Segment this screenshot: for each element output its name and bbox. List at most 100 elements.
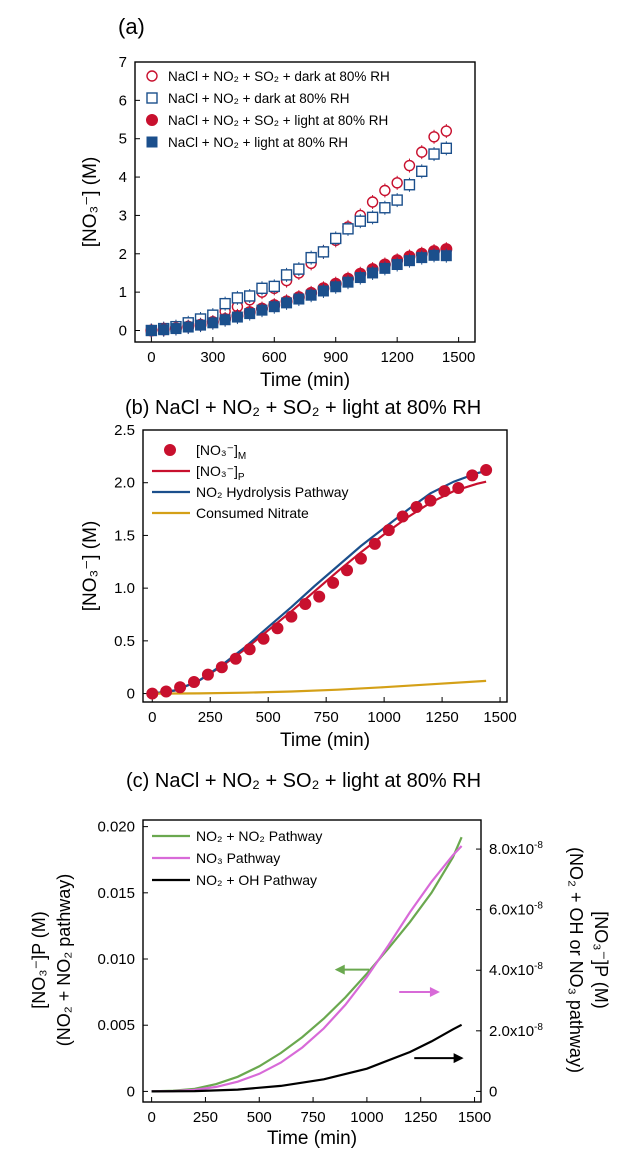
data-point — [271, 622, 284, 635]
data-point — [367, 267, 379, 279]
x-tick-label: 1250 — [425, 709, 458, 726]
data-point — [207, 317, 219, 329]
x-tick-label: 250 — [198, 709, 223, 726]
data-point — [368, 537, 381, 550]
panel-b-ylabel: [NO₃⁻] (M) — [80, 521, 101, 612]
y-tick-label: 2.0 — [114, 475, 135, 492]
panel-c-ylabel-line2: (NO₂ + NO₂ pathway) — [54, 874, 74, 1047]
y-tick-label: 0 — [127, 1083, 135, 1100]
y-tick-label: 0.010 — [97, 951, 135, 968]
legend-label: NaCl + NO₂ + SO₂ + dark at 80% RH — [168, 69, 390, 84]
legend-marker — [146, 114, 158, 126]
data-point — [243, 643, 256, 656]
data-point — [438, 485, 451, 498]
series-line — [152, 679, 487, 695]
data-point — [403, 255, 415, 267]
data-point — [244, 308, 256, 320]
x-tick-label: 750 — [301, 1109, 326, 1126]
data-point — [327, 576, 340, 589]
y-tick-label: 0.005 — [97, 1017, 135, 1034]
panel-b-title: (b) NaCl + NO₂ + SO₂ + light at 80% RH — [125, 397, 481, 419]
data-point — [366, 196, 379, 208]
legend-label: [NO₃⁻]M — [196, 442, 246, 462]
x-tick-label: 900 — [323, 349, 348, 366]
data-point — [145, 324, 157, 336]
y2-tick-label: 0 — [489, 1083, 497, 1100]
data-point — [313, 590, 326, 603]
data-point — [305, 251, 317, 264]
x-tick-label: 750 — [314, 709, 339, 726]
data-point — [480, 464, 493, 477]
legend-label: NO₂ Hydrolysis Pathway — [196, 484, 348, 500]
data-point — [281, 297, 293, 309]
data-point — [342, 276, 354, 288]
panel-c-ylabel-line1: [NO₃⁻]P (M) — [29, 911, 49, 1009]
x-tick-label: 500 — [256, 709, 281, 726]
panel-a-series — [145, 124, 453, 338]
y-tick-label: 1 — [119, 284, 127, 301]
legend-label: NaCl + NO₂ + dark at 80% RH — [168, 91, 350, 106]
data-point — [188, 675, 201, 688]
y-tick-label: 0.5 — [114, 633, 135, 650]
data-point — [396, 510, 409, 523]
panel-a: (a) 0 300 600 900 1200 1500 0 1 2 3 4 5 6 7 NaCl + NO… — [80, 14, 476, 391]
y-tick-label: 2.5 — [114, 422, 135, 439]
data-point — [379, 202, 391, 214]
x-tick-label: 1000 — [350, 1109, 383, 1126]
legend-marker — [146, 70, 158, 82]
data-point — [416, 165, 428, 178]
series-line — [151, 1023, 463, 1093]
data-point — [391, 194, 403, 206]
data-point — [201, 668, 214, 681]
data-point — [280, 269, 293, 281]
data-point — [231, 292, 244, 304]
x-tick-label: 250 — [193, 1109, 218, 1126]
legend-label: Consumed Nitrate — [196, 505, 309, 521]
panel-a-legend: NaCl + NO₂ + SO₂ + dark at 80% RH NaCl + … — [146, 69, 390, 150]
data-point — [354, 552, 367, 565]
data-point — [330, 232, 342, 245]
panel-b-series — [146, 464, 493, 700]
x-tick-label: 600 — [262, 349, 287, 366]
panel-b-xlabel: Time (min) — [280, 730, 370, 751]
panel-a-ylabel: [NO₃⁻] (M) — [80, 157, 101, 248]
y-tick-label: 5 — [119, 131, 127, 148]
data-point — [158, 324, 170, 336]
x-tick-label: 0 — [148, 709, 156, 726]
y2-tick-label: 4.0x10-8 — [489, 961, 543, 979]
y2-tick-label: 8.0x10-8 — [489, 840, 543, 858]
x-tick-label: 1500 — [458, 1109, 491, 1126]
panel-c-legend: NO₂ + NO₂ Pathway NO₃ Pathway NO₂ + OH Pat… — [152, 828, 322, 888]
data-point — [440, 142, 453, 155]
data-point — [170, 323, 182, 335]
data-point — [403, 179, 416, 191]
annotation-arrowhead — [334, 964, 345, 975]
legend-marker — [146, 136, 158, 148]
y-tick-label: 2 — [119, 246, 127, 263]
data-point — [428, 148, 440, 160]
legend-label: [NO₃⁻]P — [196, 463, 245, 483]
data-point — [229, 652, 242, 665]
data-point — [330, 281, 342, 293]
y-tick-label: 7 — [119, 54, 127, 71]
x-tick-label: 0 — [147, 349, 155, 366]
x-tick-label: 1250 — [404, 1109, 437, 1126]
data-point — [256, 304, 268, 316]
data-point — [219, 297, 231, 310]
x-tick-label: 1000 — [367, 709, 400, 726]
data-point — [452, 481, 465, 494]
panel-c-title: (c) NaCl + NO₂ + SO₂ + light at 80% RH — [126, 770, 481, 792]
data-point — [416, 146, 428, 158]
data-point — [256, 282, 268, 295]
panel-c-y2label-line2: (NO₂ + OH or NO₃ pathway) — [566, 847, 586, 1073]
y-tick-label: 3 — [119, 207, 127, 224]
data-point — [341, 564, 354, 577]
legend-label: NaCl + NO₂ + light at 80% RH — [168, 135, 348, 150]
panel-c-y2label-line1: [NO₃⁻]P (M) — [591, 911, 611, 1009]
y-tick-label: 0 — [127, 686, 135, 703]
panel-b-frame — [142, 429, 508, 703]
data-point — [257, 632, 270, 645]
y-tick-label: 4 — [119, 169, 127, 186]
legend-label: NO₂ + NO₂ Pathway — [196, 828, 322, 844]
